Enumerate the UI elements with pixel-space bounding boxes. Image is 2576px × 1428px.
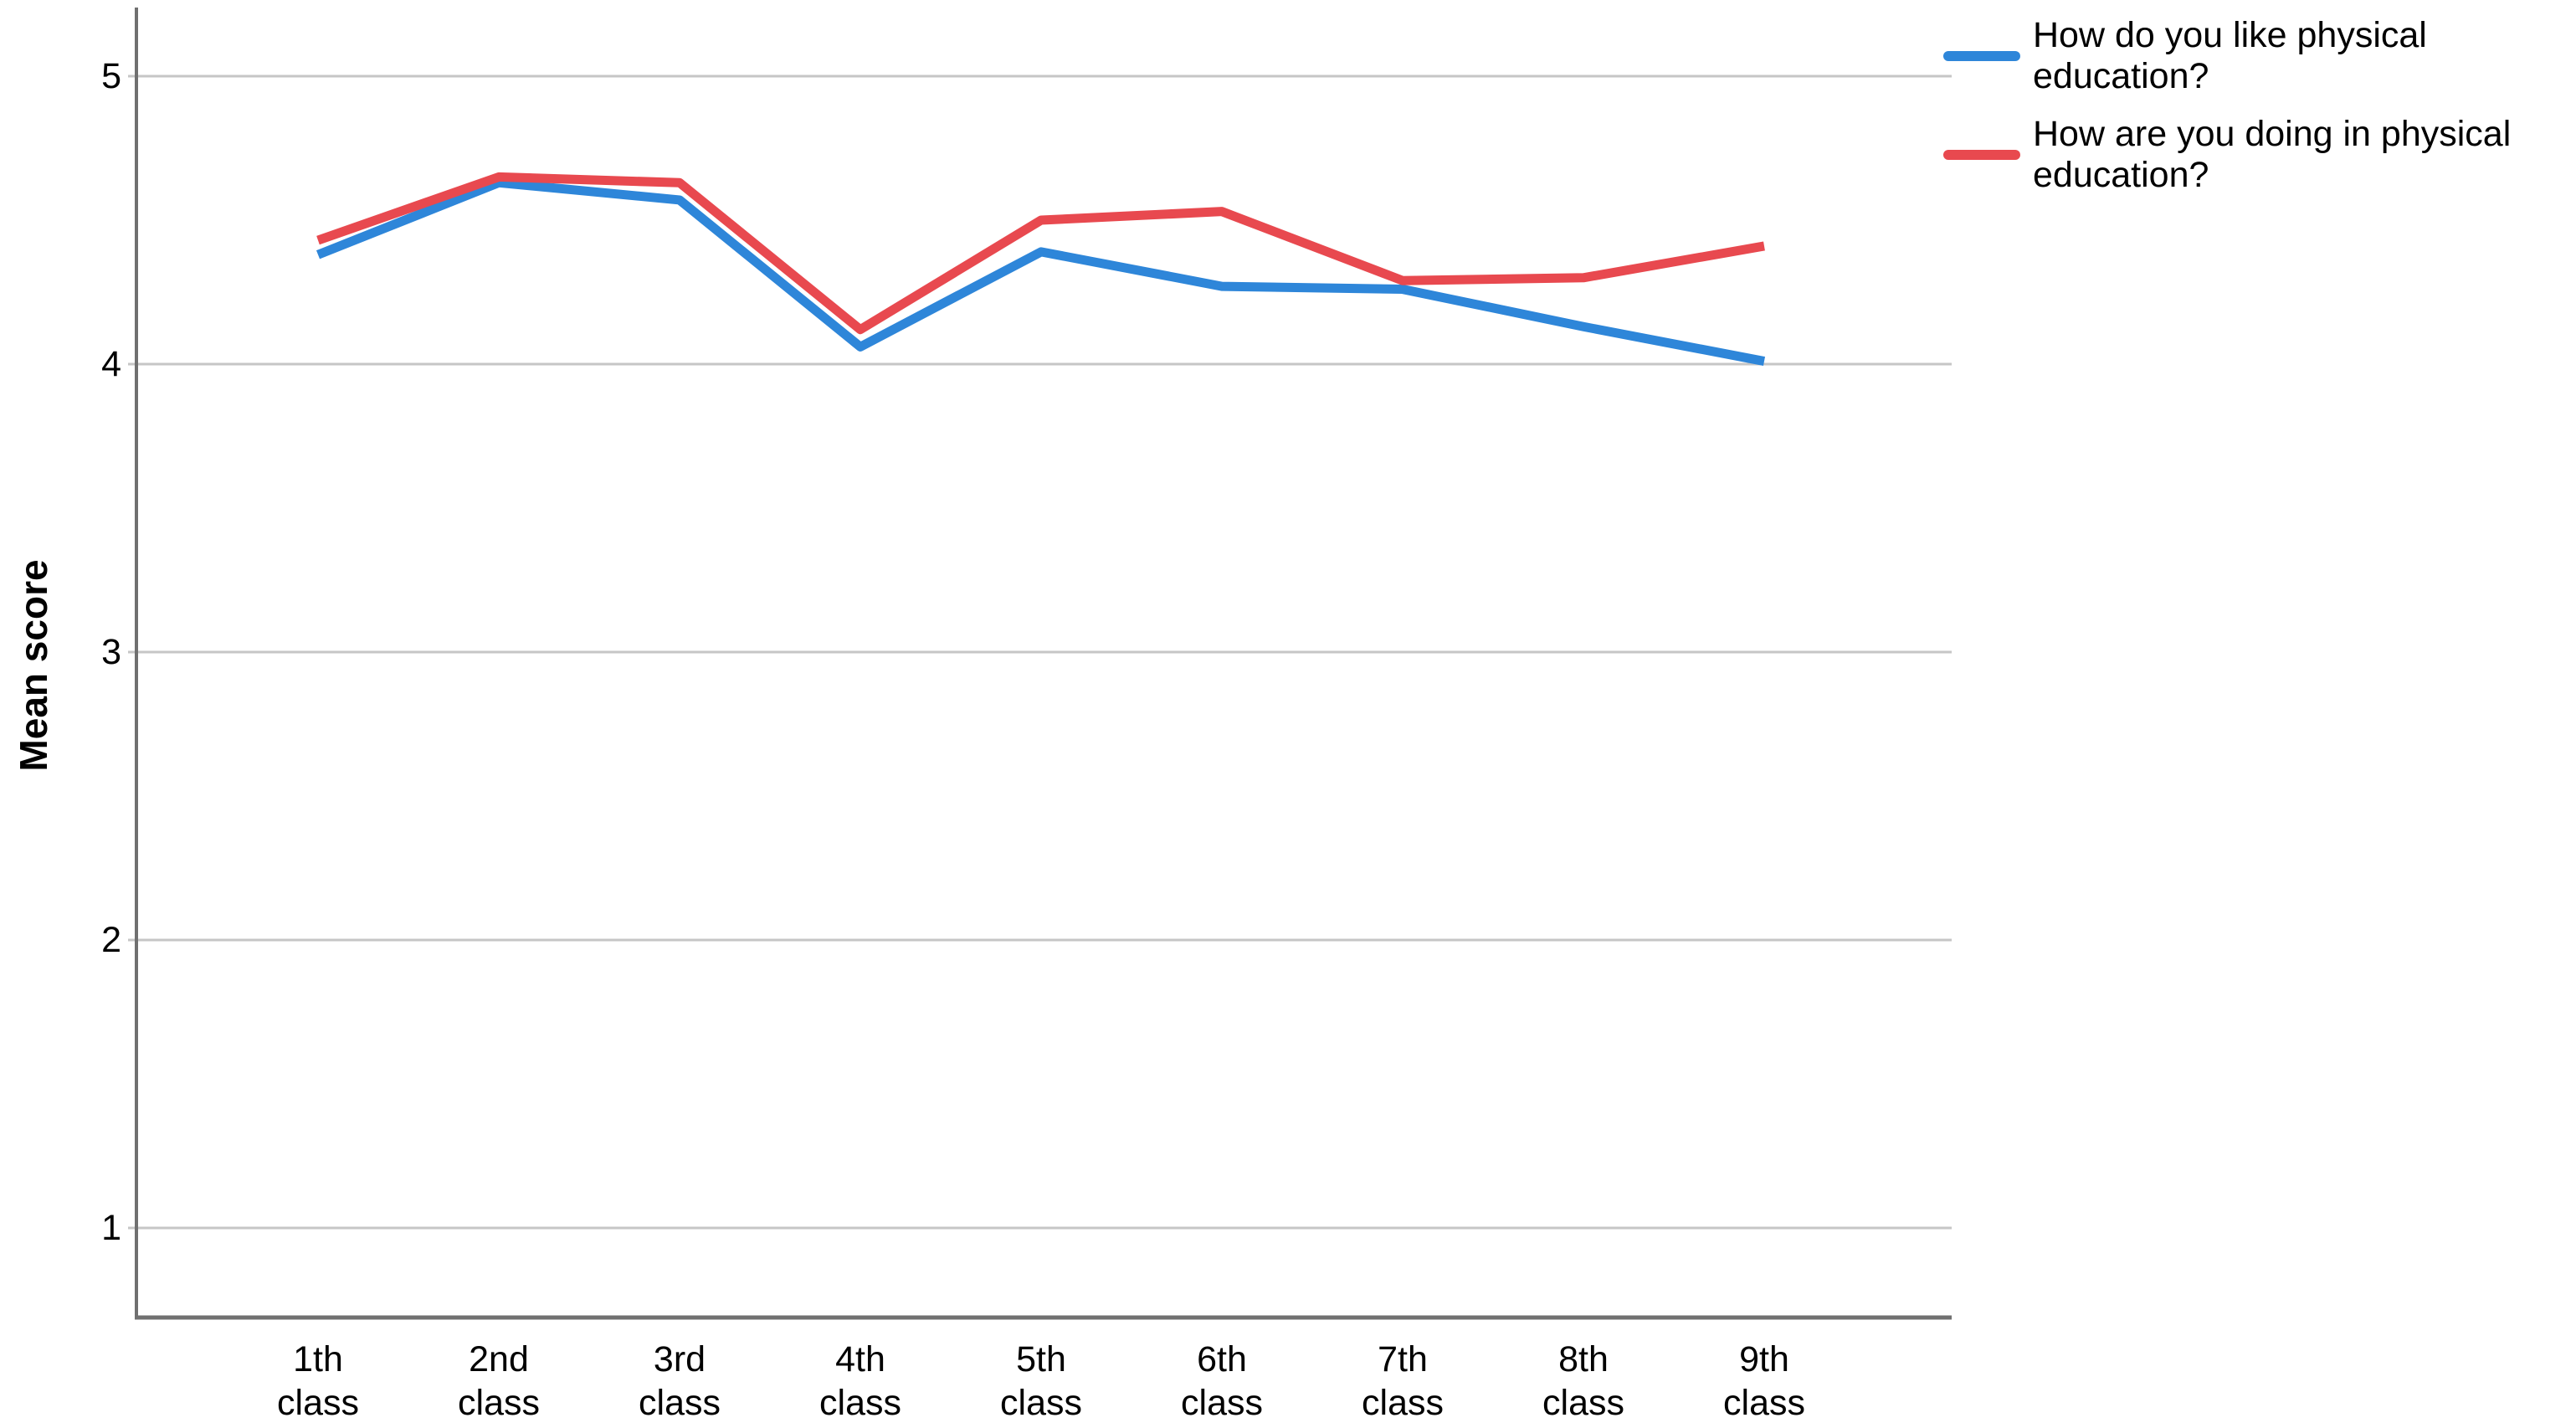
x-axis-category-label: 4th class (768, 1338, 952, 1425)
legend-item: How do you like physical education? (1943, 15, 2568, 97)
x-axis-category-label: 5th class (949, 1338, 1133, 1425)
x-axis-label-line: 1th (293, 1339, 343, 1379)
series-line-1 (316, 172, 1765, 335)
x-axis-label-line: 2nd (469, 1339, 529, 1379)
x-axis-label-line: 9th (1739, 1339, 1789, 1379)
series-line-0 (316, 177, 1766, 366)
x-axis-category-label: 9th class (1672, 1338, 1856, 1425)
x-axis-label-line: class (1362, 1383, 1444, 1423)
x-axis-label-line: class (458, 1383, 540, 1423)
legend-swatch (1943, 51, 2020, 61)
x-axis-category-label: 6th class (1130, 1338, 1314, 1425)
x-axis-category-label: 1th class (226, 1338, 410, 1425)
legend-label: How do you like physical education? (2033, 15, 2427, 96)
x-axis-label-line: 4th (835, 1339, 885, 1379)
x-axis-label-line: 6th (1197, 1339, 1247, 1379)
legend: How do you like physical education? How a… (1943, 15, 2568, 196)
x-axis-category-label: 3rd class (588, 1338, 772, 1425)
y-tick-label: 1 (101, 1208, 121, 1248)
x-axis-category-label: 7th class (1311, 1338, 1495, 1425)
legend-swatch (1943, 150, 2020, 160)
y-tick-label: 3 (101, 632, 121, 672)
y-tick-label: 2 (101, 920, 121, 960)
x-axis-label-line: class (1723, 1383, 1805, 1423)
x-axis-category-label: 8th class (1491, 1338, 1675, 1425)
y-tick-label: 5 (101, 56, 121, 96)
legend-label: How are you doing in physical education? (2033, 114, 2512, 195)
x-axis-label-line: class (639, 1383, 721, 1423)
x-axis-label-line: 3rd (653, 1339, 706, 1379)
y-tick-label: 4 (101, 344, 121, 384)
x-axis-label-line: class (1542, 1383, 1624, 1423)
x-axis-label-line: class (277, 1383, 359, 1423)
x-axis-label-line: class (819, 1383, 901, 1423)
x-axis-label-line: class (1181, 1383, 1263, 1423)
x-axis-category-label: 2nd class (407, 1338, 591, 1425)
x-axis-label-line: 5th (1016, 1339, 1066, 1379)
x-axis-label-line: 7th (1378, 1339, 1428, 1379)
x-axis-label-line: 8th (1558, 1339, 1609, 1379)
legend-item: How are you doing in physical education? (1943, 114, 2568, 196)
x-axis-label-line: class (1000, 1383, 1082, 1423)
